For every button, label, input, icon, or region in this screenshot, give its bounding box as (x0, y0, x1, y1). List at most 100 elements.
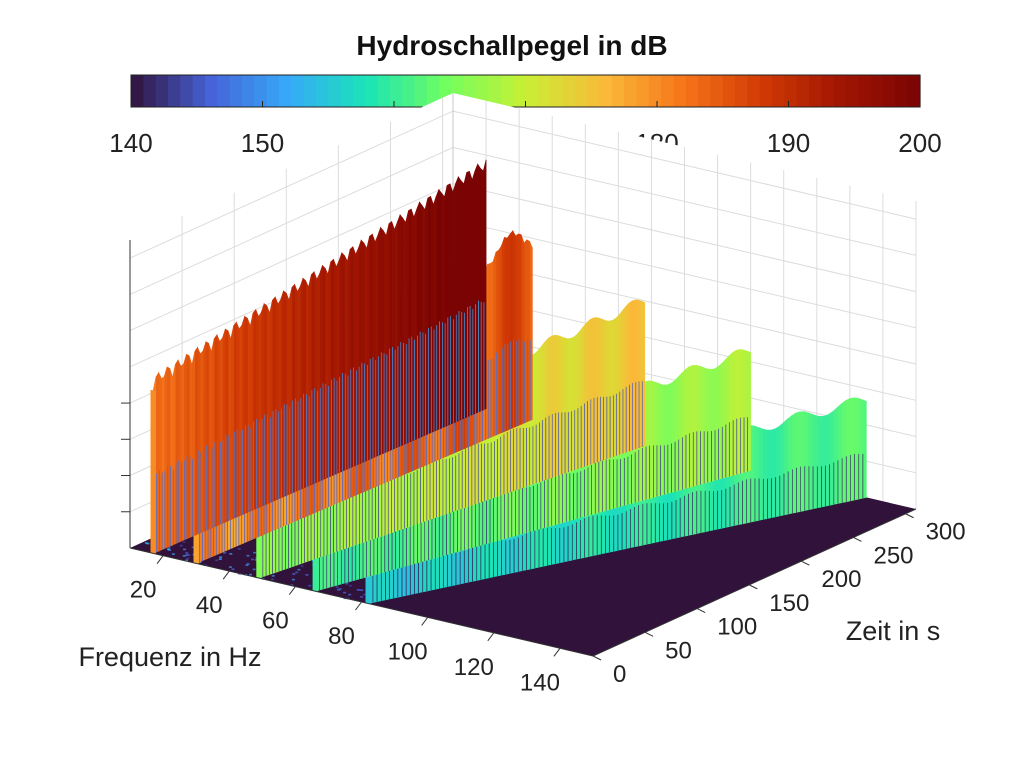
colorbar-bin (315, 75, 329, 107)
x-tick (288, 586, 296, 595)
colorbar-title: Hydroschallpegel in dB (356, 30, 668, 61)
colorbar-bin (167, 75, 181, 107)
y-tick-label: 250 (873, 542, 913, 569)
x-tick (487, 632, 495, 642)
y-tick (853, 537, 862, 542)
y-axis-line (592, 508, 917, 657)
y-tick-label: 150 (769, 590, 809, 617)
y-tick (696, 608, 706, 614)
colorbar-bin (821, 75, 835, 107)
x-axis-label: Frequenz in Hz (78, 642, 261, 672)
noise-cell (191, 546, 195, 549)
colorbar-bin (809, 75, 822, 107)
noise-cell (297, 568, 301, 571)
noise-cell (336, 589, 340, 591)
harmonic-ridge-1 (150, 159, 487, 554)
colorbar-bin (217, 75, 231, 107)
colorbar-bin (340, 75, 354, 107)
colorbar-bin (858, 75, 872, 107)
colorbar-bin (550, 75, 564, 107)
y-tick-label: 200 (821, 566, 861, 593)
noise-cell (186, 557, 190, 560)
colorbar-bin (513, 75, 527, 107)
colorbar-tick-label: 140 (109, 128, 152, 158)
noise-cell (251, 558, 254, 561)
colorbar-bin (599, 75, 613, 107)
x-tick-label: 20 (130, 577, 157, 604)
colorbar-bin (254, 75, 268, 107)
colorbar-bin (685, 75, 699, 107)
axes: 20 40 60 80 100 120 140 0 50 100 150 200 250 300 Frequ… (78, 240, 966, 696)
noise-cell (343, 591, 347, 594)
colorbar-bin (155, 75, 169, 107)
noise-cell (295, 571, 299, 574)
colorbar-bin (204, 75, 218, 107)
y-axis-label: Zeit in s (846, 616, 941, 646)
colorbar-bin (365, 75, 379, 107)
x-tick-label: 100 (388, 638, 428, 665)
noise-cell (231, 568, 235, 571)
x-tick-label: 120 (454, 654, 494, 681)
y-tick (644, 631, 654, 637)
colorbar-bin (747, 75, 761, 107)
noise-cell (245, 564, 249, 566)
colorbar-bin (735, 75, 749, 107)
colorbar-bin (870, 75, 884, 107)
colorbar-bin (673, 75, 687, 107)
colorbar-bin (131, 75, 144, 107)
colorbar-bin (587, 75, 601, 107)
noise-cell (146, 542, 150, 545)
colorbar-bin (833, 75, 847, 107)
x-tick (421, 617, 429, 626)
surface (150, 159, 867, 605)
ridge-edge (150, 389, 156, 554)
colorbar-bin (846, 75, 859, 107)
noise-cell (362, 593, 366, 596)
x-tick-label: 140 (520, 669, 560, 696)
noise-cell (249, 573, 252, 576)
noise-cell (167, 546, 171, 549)
colorbar-bin (648, 75, 662, 107)
x-tick-label: 80 (328, 623, 355, 650)
noise-cell (360, 589, 364, 591)
noise-cell (338, 588, 342, 590)
colorbar-bin (414, 75, 428, 107)
colorbar-bin (537, 75, 551, 107)
colorbar-bin (611, 75, 625, 107)
colorbar-bin (525, 75, 539, 107)
colorbar-bin (907, 75, 921, 107)
noise-cell (219, 556, 223, 559)
colorbar-bin (710, 75, 724, 107)
colorbar-bin (291, 75, 305, 107)
noise-cell (182, 541, 186, 543)
x-tick (553, 647, 561, 657)
colorbar-bin (661, 75, 675, 107)
noise-cell (171, 553, 175, 555)
colorbar-bin (377, 75, 391, 107)
noise-cell (187, 554, 191, 556)
colorbar-bin (574, 75, 588, 107)
noise-cell (291, 578, 295, 581)
noise-cell (179, 544, 183, 547)
colorbar-bin (784, 75, 798, 107)
noise-cell (253, 551, 257, 554)
noise-cell (271, 575, 275, 577)
colorbar-bin (180, 75, 194, 107)
colorbar-tick-label: 200 (898, 128, 941, 158)
colorbar-bin (303, 75, 317, 107)
noise-cell (183, 548, 186, 551)
noise-cell (228, 566, 232, 568)
colorbar-bin (426, 75, 440, 107)
noise-cell (185, 552, 189, 554)
colorbar-bin (883, 75, 896, 107)
noise-cell (218, 558, 222, 560)
colorbar-bin (278, 75, 292, 107)
colorbar-bin (895, 75, 909, 107)
colorbar-bin (759, 75, 773, 107)
colorbar-bin (796, 75, 810, 107)
colorbar-bin (500, 75, 514, 107)
y-tick (801, 560, 810, 566)
y-tick-label: 100 (717, 614, 757, 641)
noise-cell (335, 586, 339, 589)
